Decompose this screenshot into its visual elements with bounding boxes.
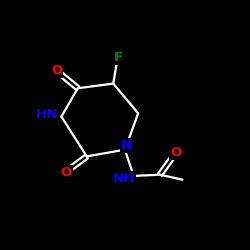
Text: F: F: [114, 50, 123, 64]
Text: O: O: [170, 146, 181, 159]
Text: O: O: [60, 166, 72, 179]
Text: O: O: [51, 64, 62, 77]
Text: N: N: [120, 139, 132, 152]
Text: NH: NH: [113, 172, 135, 185]
Text: HN: HN: [35, 108, 58, 120]
